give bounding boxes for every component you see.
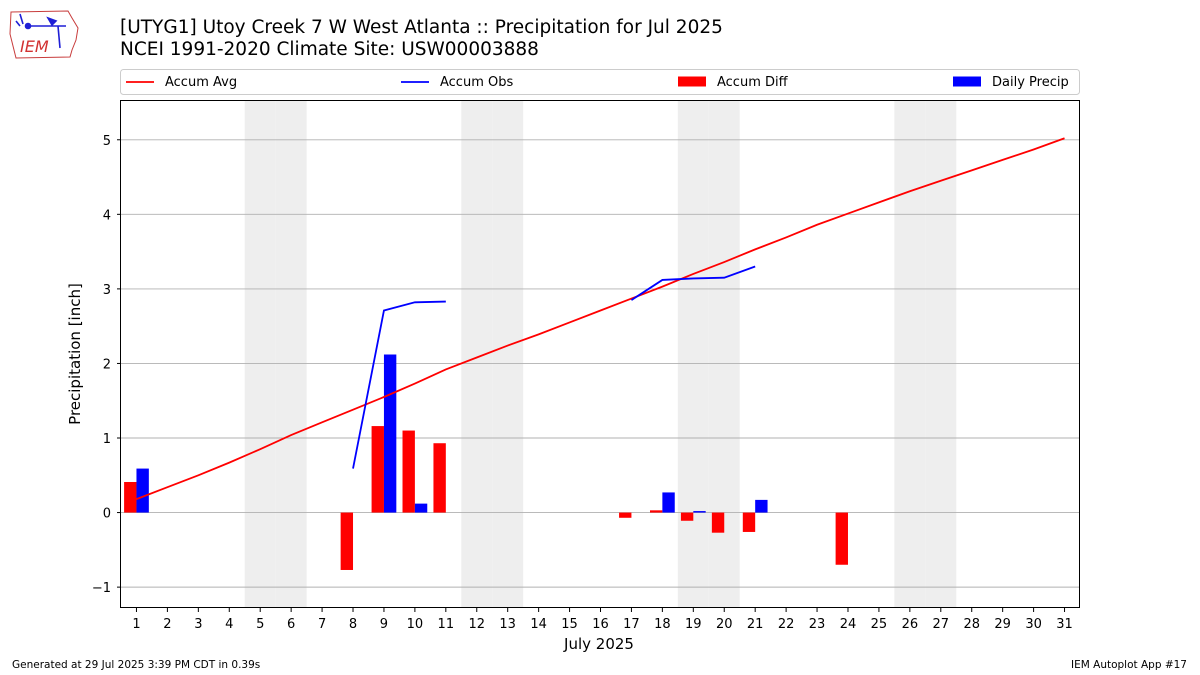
x-tick-label: 20 [716,617,733,632]
x-tick-label: 9 [380,617,388,632]
app-label: IEM Autoplot App #17 [1071,659,1187,671]
weekend-band [461,101,493,608]
chart-title: [UTYG1] Utoy Creek 7 W West Atlanta :: P… [120,17,723,61]
x-tick-label: 7 [318,617,326,632]
x-tick-label: 27 [933,617,950,632]
x-tick-label: 26 [902,617,919,632]
x-tick-label: 31 [1056,617,1073,632]
weekend-band [244,101,276,608]
title-line-2: NCEI 1991-2020 Climate Site: USW00003888 [120,39,539,60]
legend-swatch-accum-diff [678,76,706,87]
legend-frame [120,69,1080,95]
x-tick-label: 1 [132,617,140,632]
legend-label-accum-diff: Accum Diff [717,75,789,90]
accum-diff-bar [619,512,632,518]
iowa-outline-icon [9,10,79,59]
accum-diff-bar [711,512,725,533]
x-tick-label: 28 [963,617,980,632]
accum-obs-line [352,300,446,469]
y-tick-label: 0 [103,507,111,522]
x-axis-label: July 2025 [563,635,634,653]
accum-diff-bar [680,512,694,521]
y-tick-label: 3 [103,283,111,298]
x-tick-label: 21 [747,617,764,632]
daily-precip-bar [136,468,149,513]
generated-timestamp: Generated at 29 Jul 2025 3:39 PM CDT in … [12,659,261,671]
x-tick-label: 30 [1025,617,1042,632]
x-tick-label: 11 [438,617,455,632]
x-tick-label: 23 [809,617,826,632]
x-tick-label: 29 [994,617,1011,632]
title-line-1: [UTYG1] Utoy Creek 7 W West Atlanta :: P… [120,17,723,38]
y-axis-label: Precipitation [inch] [66,283,84,425]
x-tick-label: 3 [194,617,202,632]
grid-lines [121,139,1080,588]
x-tick-label: 24 [840,617,857,632]
y-tick-label: 1 [103,432,111,447]
legend-label-accum-avg: Accum Avg [165,75,237,90]
legend-label-accum-obs: Accum Obs [440,75,513,90]
x-tick-label: 15 [561,617,578,632]
x-tick-label: 17 [623,617,640,632]
weekend-band [275,101,307,608]
x-axis-ticks: 1 2 3 4 5 6 7 8 9 10 11 12 13 14 15 16 17 18 19 20 21 22 23 24 2… [132,608,1073,632]
legend: Accum Avg Accum Obs Accum Diff Daily Pre… [120,69,1080,95]
accum-diff-bar [340,512,354,570]
weekend-shading [244,101,957,608]
x-tick-label: 10 [407,617,424,632]
weekend-band [677,101,709,608]
accum-diff-bar [835,512,848,565]
y-tick-label: 4 [103,208,111,223]
legend-swatch-daily-precip [953,76,981,87]
daily-precip-bar [693,511,706,513]
accum-diff-bar [371,426,384,513]
x-tick-label: 22 [778,617,795,632]
x-tick-label: 14 [530,617,547,632]
daily-precip-bar [662,492,675,513]
weather-station-icon [15,13,66,49]
legend-label-daily-precip: Daily Precip [992,75,1069,90]
x-tick-label: 25 [871,617,888,632]
accum-diff-bar [433,443,446,513]
bars [124,354,848,570]
iem-logo: IEM [8,6,80,60]
y-axis-ticks: −1 0 1 2 3 4 5 [92,134,121,596]
x-tick-label: 13 [499,617,516,632]
accum-diff-bar [742,512,756,532]
weekend-band [925,101,957,608]
accum-diff-bar [124,481,137,513]
y-tick-label: −1 [92,581,111,596]
x-tick-label: 12 [468,617,485,632]
x-tick-label: 4 [225,617,233,632]
x-tick-label: 19 [685,617,702,632]
x-tick-label: 18 [654,617,671,632]
daily-precip-bar [383,354,397,513]
accum-obs-line [630,265,756,301]
weekend-band [894,101,926,608]
y-tick-label: 5 [103,134,111,149]
logo-text: IEM [20,37,49,56]
plot-frame [120,100,1080,608]
y-tick-label: 2 [103,357,111,372]
x-tick-label: 6 [287,617,295,632]
daily-precip-bar [414,503,428,513]
accum-diff-bar [402,430,415,513]
weekend-band [492,101,524,608]
daily-precip-bar [755,499,768,513]
accum-avg-line [136,137,1065,500]
x-tick-label: 2 [163,617,171,632]
x-tick-label: 16 [592,617,609,632]
x-tick-label: 5 [256,617,264,632]
x-tick-label: 8 [349,617,357,632]
accum-diff-bar [649,510,663,513]
lines [136,137,1065,500]
